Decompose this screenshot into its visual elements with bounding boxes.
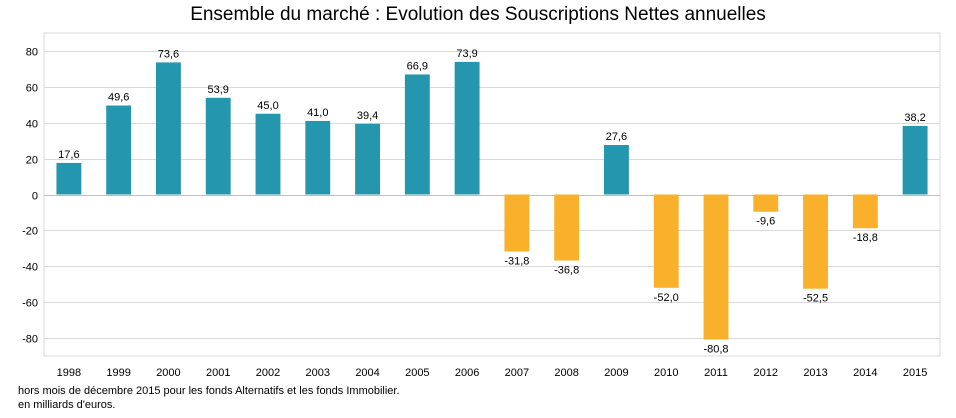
data-label: -52,0 — [654, 292, 679, 304]
footnote-note: hors mois de décembre 2015 pour les fond… — [18, 385, 400, 397]
y-tick-label: 0 — [32, 191, 38, 203]
y-tick-label: 60 — [26, 83, 38, 95]
x-tick-label: 2004 — [355, 367, 379, 379]
x-tick-label: 1998 — [57, 367, 81, 379]
bar — [753, 194, 779, 212]
data-label: 38,2 — [904, 112, 925, 124]
plot-frame — [43, 32, 941, 357]
y-tick-label: 20 — [26, 155, 38, 167]
data-label: -18,8 — [853, 232, 878, 244]
x-tick-label: 1999 — [106, 367, 130, 379]
bar — [703, 194, 729, 340]
bar — [355, 123, 380, 195]
bar — [554, 194, 580, 261]
x-tick-label: 2001 — [206, 367, 230, 379]
bar — [653, 194, 679, 288]
data-label: -31,8 — [504, 256, 529, 268]
data-label: -36,8 — [554, 265, 579, 277]
bar — [404, 74, 430, 195]
bar — [305, 120, 331, 195]
data-label: 39,4 — [357, 110, 378, 122]
data-label: -52,5 — [803, 293, 828, 305]
data-label: 53,9 — [208, 84, 229, 96]
x-tick-label: 2003 — [306, 367, 330, 379]
data-label: 27,6 — [606, 131, 627, 143]
y-tick-label: 80 — [26, 47, 38, 59]
x-tick-label: 2005 — [405, 367, 429, 379]
x-tick-label: 2009 — [604, 367, 628, 379]
footnote-units: en milliards d'euros. — [18, 399, 116, 411]
x-tick-label: 2000 — [156, 367, 180, 379]
bar — [205, 97, 231, 195]
x-tick-label: 2012 — [754, 367, 778, 379]
bar — [454, 61, 480, 195]
x-tick-label: 2014 — [853, 367, 877, 379]
y-tick-label: -60 — [22, 298, 38, 310]
data-label: 45,0 — [257, 100, 278, 112]
y-tick-label: -40 — [22, 262, 38, 274]
data-label: 73,9 — [456, 48, 477, 60]
data-label: 41,0 — [307, 107, 328, 119]
bar — [803, 194, 828, 289]
y-tick-label: -80 — [22, 334, 38, 346]
bar — [504, 194, 530, 252]
chart-title: Ensemble du marché : Evolution des Sousc… — [190, 4, 766, 25]
x-tick-label: 2013 — [803, 367, 827, 379]
x-tick-label: 2011 — [704, 367, 728, 379]
bar — [156, 62, 181, 195]
bar — [106, 105, 132, 195]
x-tick-label: 2008 — [554, 367, 578, 379]
data-label: 66,9 — [407, 60, 428, 72]
data-label: -9,6 — [756, 216, 775, 228]
data-label: -80,8 — [703, 343, 728, 355]
x-tick-label: 2006 — [455, 367, 479, 379]
bar — [604, 144, 629, 195]
data-label: 17,6 — [58, 149, 79, 161]
x-tick-label: 2015 — [903, 367, 927, 379]
bar — [56, 162, 82, 195]
x-tick-label: 2010 — [654, 367, 678, 379]
data-label: 73,6 — [158, 48, 179, 60]
x-tick-label: 2002 — [256, 367, 280, 379]
x-tick-label: 2007 — [505, 367, 529, 379]
bar — [255, 113, 281, 195]
y-tick-label: -20 — [22, 226, 38, 238]
y-tick-label: 40 — [26, 119, 38, 131]
bar — [852, 194, 878, 229]
data-label: 49,6 — [108, 91, 129, 103]
bar — [902, 125, 928, 195]
